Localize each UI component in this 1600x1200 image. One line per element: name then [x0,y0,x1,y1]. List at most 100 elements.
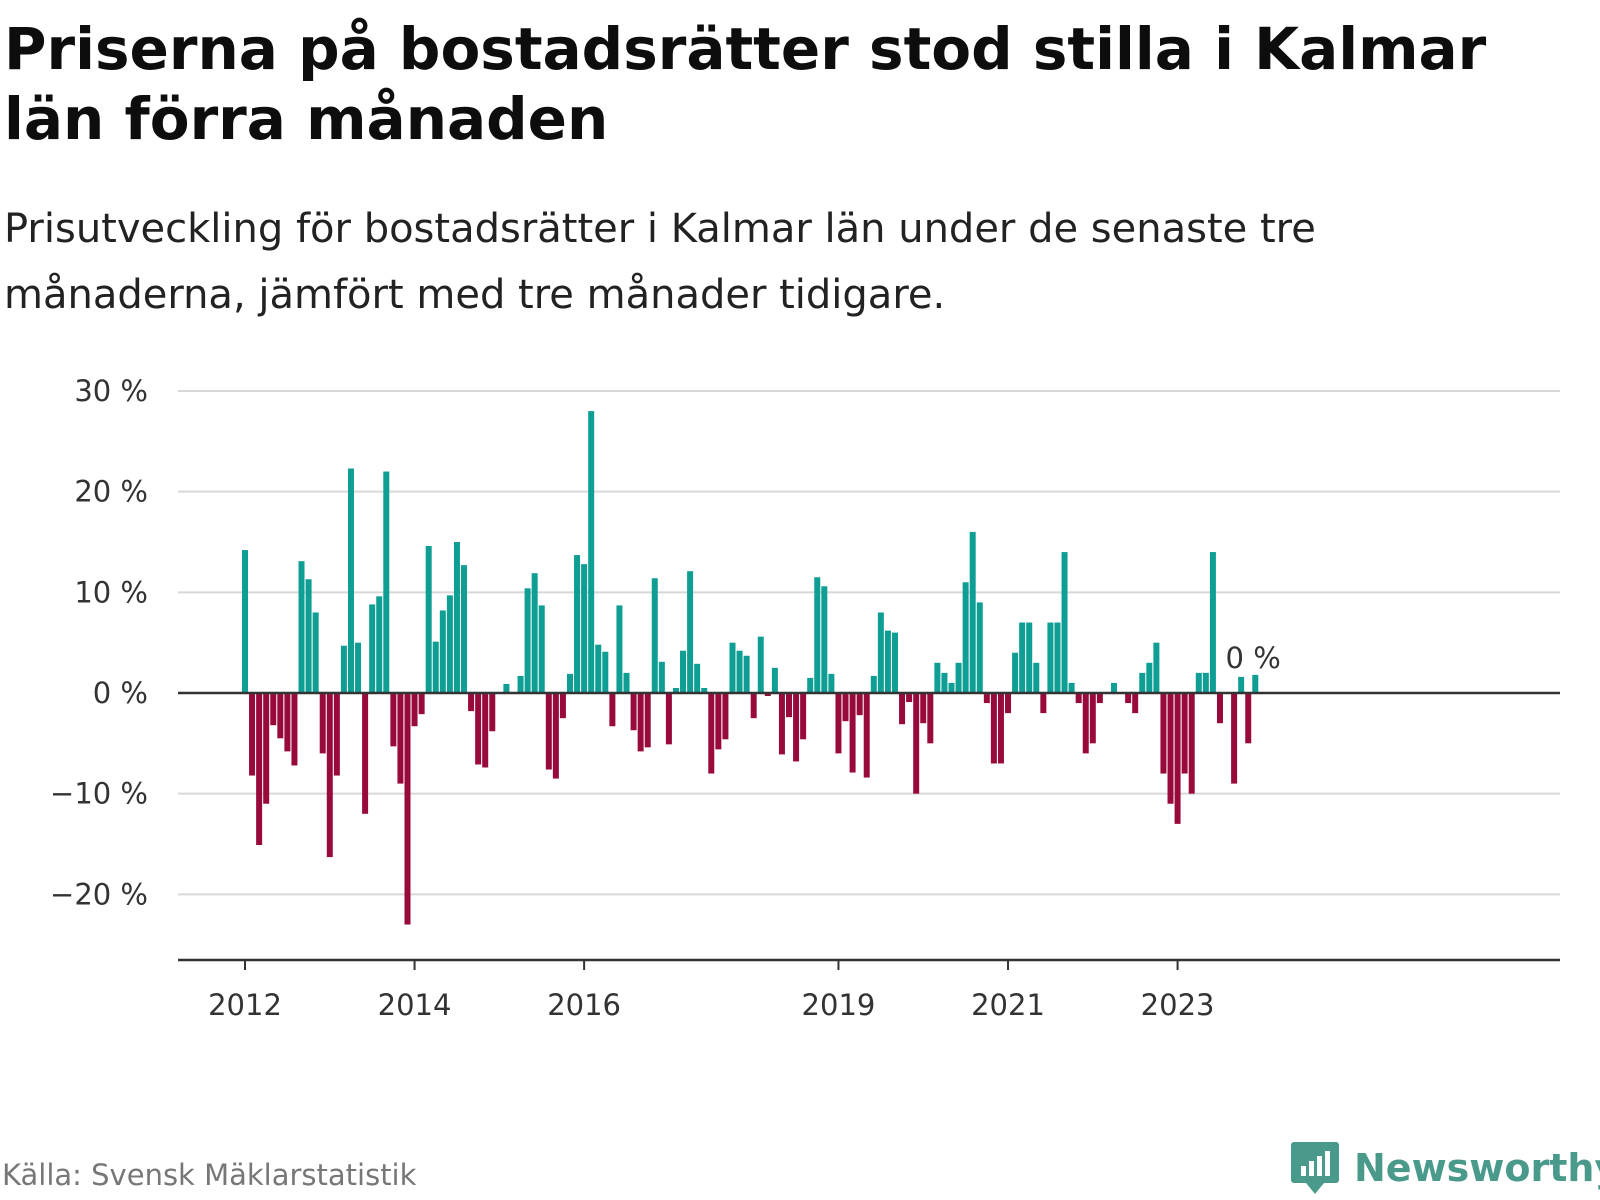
bar [432,641,439,693]
bar [623,672,630,693]
bar [814,577,821,693]
bar [319,693,326,754]
bar [1146,662,1153,693]
bar [1012,652,1019,693]
bar [284,693,291,752]
bar [997,693,1004,764]
bar [347,468,354,693]
bar [644,693,651,748]
chart-title: Priserna på bostadsrätter stod stilla i … [4,15,1487,153]
bar [616,605,623,693]
bar [1167,693,1174,804]
bar [566,673,573,693]
bar [899,693,906,725]
bar [277,693,284,739]
bar [1089,693,1096,744]
bar [821,586,828,693]
bar [1188,693,1195,794]
bar [609,693,616,727]
bar [1153,642,1160,693]
bar [249,693,256,776]
bar [1202,672,1209,693]
bar [538,605,545,693]
bar [1139,672,1146,693]
bar [362,693,369,814]
chart-subtitle: Prisutveckling för bostadsrätter i Kalma… [4,206,1316,318]
bar [531,573,538,693]
bar [687,571,694,693]
bar [800,693,807,740]
x-tick-label: 2023 [1141,988,1215,1022]
bar [1040,693,1047,714]
bar [376,596,383,693]
bar [1047,622,1054,693]
y-tick-label: 0 % [93,676,148,710]
bar [439,610,446,693]
bar [291,693,298,766]
x-tick-label: 2014 [378,988,452,1022]
bar [863,693,870,778]
y-tick-label: −10 % [50,777,148,811]
bar [884,630,891,693]
bar [708,693,715,774]
bar [270,693,277,726]
brand-name: Newsworthy [1354,1146,1600,1190]
bar [906,693,913,703]
bar [524,588,531,693]
bar [411,693,418,727]
bar [355,642,362,693]
bar [630,693,637,731]
bar [969,531,976,693]
bar [658,661,665,693]
bar [552,693,559,779]
bar [503,683,510,693]
bar [962,582,969,693]
bar [1110,682,1117,693]
bar [397,693,404,784]
bar [1026,622,1033,693]
bar [680,650,687,693]
bar [390,693,397,747]
bar [369,604,376,693]
bar [757,636,764,693]
bar [771,667,778,693]
bar [1005,693,1012,714]
bar [891,632,898,693]
bar [651,578,658,693]
bar [729,642,736,693]
bar [256,693,263,846]
bar [581,564,588,693]
newsworthy-logo-icon [1291,1142,1339,1194]
bar [326,693,333,858]
brand-logo: Newsworthy [1290,1140,1600,1196]
bar [1216,693,1223,724]
bar [856,693,863,716]
bar [446,595,453,693]
bar [475,693,482,765]
bar [298,561,305,693]
bar [743,655,750,693]
y-tick-label: 20 % [74,475,148,509]
bar [835,693,842,754]
bar [1096,693,1103,704]
bar [877,612,884,693]
bar [849,693,856,773]
bar [637,693,644,752]
bar [404,693,411,925]
bar [1125,693,1132,704]
bar [545,693,552,770]
bar [913,693,920,794]
bar [517,675,524,693]
bar [955,662,962,693]
bar [1054,622,1061,693]
bar [828,673,835,693]
bar [976,602,983,693]
bar [1238,676,1245,693]
bar-chart: 30 % 20 % 10 % 0 % −10 % −20 % 2012 2014 2016 201… [50,374,1560,1022]
bar [870,675,877,693]
bar [764,693,771,697]
bar [701,687,708,693]
bar [1068,682,1075,693]
bar [559,693,566,719]
bar [1075,693,1082,704]
